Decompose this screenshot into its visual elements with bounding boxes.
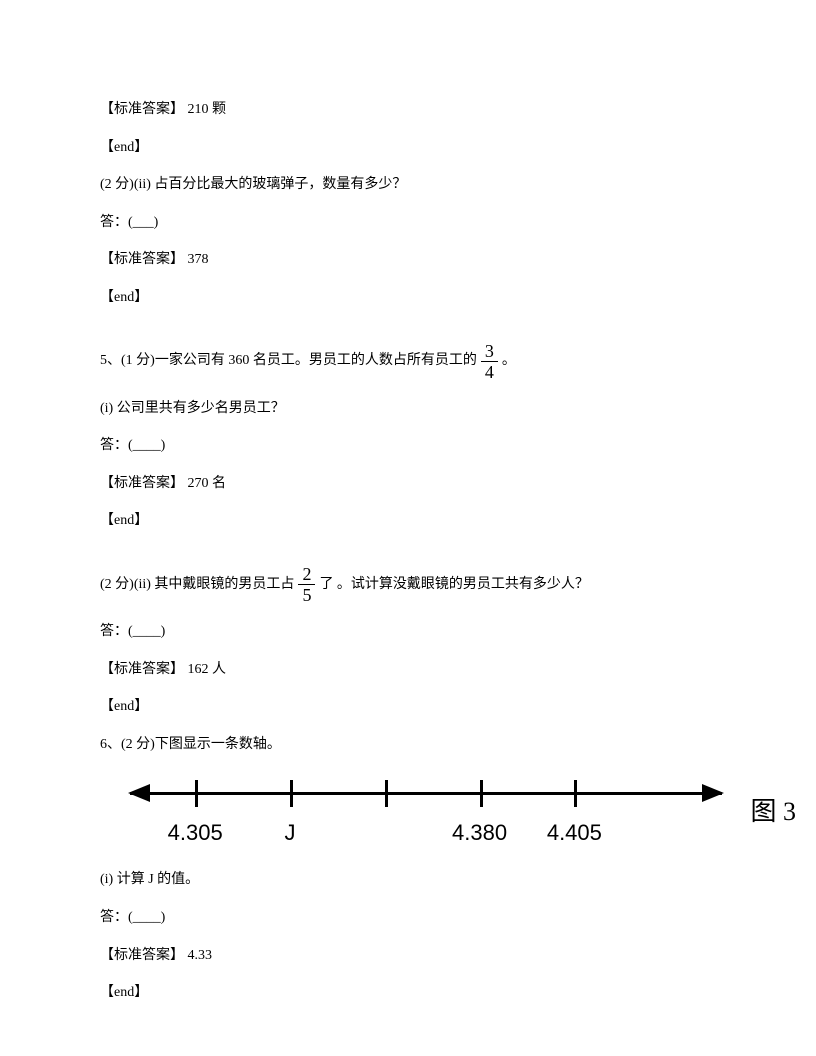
q5-stem: 5、(1 分)一家公司有 360 名员工。男员工的人数占所有员工的 3 4 。: [100, 342, 716, 381]
q4-ii-stem: (2 分)(ii) 占百分比最大的玻璃弹子，数量有多少？: [100, 175, 716, 195]
answer-label: 【标准答案】: [100, 948, 184, 963]
q4-ii-end: 【end】: [100, 288, 716, 308]
q5-i-stem: (i) 公司里共有多少名男员工？: [100, 399, 716, 419]
number-line-label: 4.380: [452, 818, 507, 849]
fraction-den: 4: [481, 362, 498, 381]
fraction-num: 3: [481, 342, 498, 362]
q5-stem-a: 5、(1 分)一家公司有 360 名员工。男员工的人数占所有员工的: [100, 351, 477, 371]
q5-ii-stem: (2 分)(ii) 其中戴眼镜的男员工占 2 5 了 。试计算没戴眼镜的男员工共…: [100, 565, 716, 604]
number-line-label: 4.305: [168, 818, 223, 849]
figure-label: 图 3: [750, 794, 796, 830]
answer-label: 【标准答案】: [100, 252, 184, 267]
q5-ii-answer-line: 【标准答案】 162 人: [100, 660, 716, 680]
fraction-2-5: 2 5: [298, 565, 315, 604]
q4-ii-answer-prompt: 答：(___): [100, 213, 716, 233]
q5-ii-end: 【end】: [100, 697, 716, 717]
number-line-tick: [480, 780, 483, 807]
number-line-tick: [290, 780, 293, 807]
q5-i-end: 【end】: [100, 511, 716, 531]
axis-line: [130, 792, 722, 795]
q6-i-stem: (i) 计算 J 的值。: [100, 870, 716, 890]
arrow-right-icon: [702, 784, 724, 802]
answer-value: 162 人: [188, 662, 227, 677]
number-line-tick: [195, 780, 198, 807]
number-line-label: J: [284, 818, 295, 849]
fraction-den: 5: [298, 585, 315, 604]
q4-end: 【end】: [100, 138, 716, 158]
number-line-tick: [385, 780, 388, 807]
answer-value: 210 颗: [188, 102, 227, 117]
q4-ii-answer-line: 【标准答案】 378: [100, 250, 716, 270]
fraction-num: 2: [298, 565, 315, 585]
q5-stem-b: 。: [502, 351, 516, 371]
answer-value: 4.33: [188, 948, 213, 963]
q5-ii-answer-prompt: 答：(____): [100, 622, 716, 642]
answer-label: 【标准答案】: [100, 476, 184, 491]
q5-i-answer-prompt: 答：(____): [100, 436, 716, 456]
q6-i-end: 【end】: [100, 983, 716, 1003]
q6-i-answer-line: 【标准答案】 4.33: [100, 946, 716, 966]
q5-ii-stem-a: (2 分)(ii) 其中戴眼镜的男员工占: [100, 575, 294, 595]
answer-label: 【标准答案】: [100, 102, 184, 117]
answer-value: 270 名: [188, 476, 227, 491]
q5-ii-stem-b: 了 。试计算没戴眼镜的男员工共有多少人？: [319, 575, 589, 595]
q4-answer-label-line: 【标准答案】 210 颗: [100, 100, 716, 120]
number-line-label: 4.405: [547, 818, 602, 849]
number-line-tick: [574, 780, 577, 807]
q6-stem: 6、(2 分)下图显示一条数轴。: [100, 735, 716, 755]
answer-value: 378: [188, 252, 209, 267]
answer-label: 【标准答案】: [100, 662, 184, 677]
number-line-figure: 4.305 J 4.380 4.405 图 3: [130, 772, 796, 852]
q6-i-answer-prompt: 答：(____): [100, 908, 716, 928]
q5-i-answer-line: 【标准答案】 270 名: [100, 474, 716, 494]
fraction-3-4: 3 4: [481, 342, 498, 381]
number-line: 4.305 J 4.380 4.405: [130, 772, 722, 852]
